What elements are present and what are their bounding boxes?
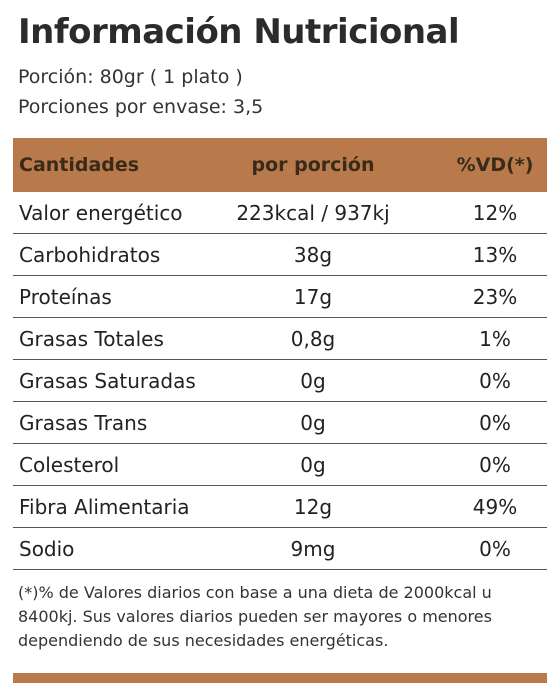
nutrient-vd: 1%	[479, 326, 511, 351]
nutrient-name: Colesterol	[19, 452, 120, 477]
header-vd: %VD(*)	[456, 154, 534, 176]
nutrient-name: Grasas Totales	[19, 326, 164, 351]
bottom-bar	[13, 673, 547, 683]
nutrient-vd: 49%	[472, 494, 518, 519]
nutrient-name: Carbohidratos	[19, 242, 161, 267]
nutrient-amount: 0g	[300, 368, 326, 393]
table-header-row: Cantidades por porción %VD(*)	[13, 138, 547, 192]
nutrient-name: Grasas Trans	[19, 410, 148, 435]
nutrient-vd: 23%	[472, 284, 518, 309]
table-row: Carbohidratos 38g 13%	[13, 234, 547, 276]
nutrient-vd: 0%	[479, 536, 511, 561]
nutrient-name: Proteínas	[19, 284, 112, 309]
serving-size: Porción: 80gr ( 1 plato )	[18, 66, 243, 88]
nutrient-vd: 12%	[472, 200, 518, 225]
footnote: (*)% de Valores diarios con base a una d…	[18, 583, 492, 650]
nutrient-amount: 0g	[300, 452, 326, 477]
nutrition-table: Cantidades por porción %VD(*) Valor ener…	[13, 138, 547, 570]
nutrient-name: Valor energético	[19, 200, 183, 225]
nutrient-vd: 0%	[479, 452, 511, 477]
nutrient-amount: 38g	[293, 242, 333, 267]
table-row: Grasas Totales 0,8g 1%	[13, 318, 547, 360]
table-row: Grasas Trans 0g 0%	[13, 402, 547, 444]
nutrient-amount: 17g	[293, 284, 333, 309]
nutrient-amount: 223kcal / 937kj	[236, 200, 390, 225]
nutrient-vd: 0%	[479, 410, 511, 435]
table-row: Fibra Alimentaria 12g 49%	[13, 486, 547, 528]
table-row: Colesterol 0g 0%	[13, 444, 547, 486]
header-cantidades: Cantidades	[19, 154, 140, 176]
nutrient-amount: 9mg	[290, 536, 336, 561]
nutrient-vd: 0%	[479, 368, 511, 393]
servings-per-container: Porciones por envase: 3,5	[18, 96, 264, 118]
nutrient-vd: 13%	[472, 242, 518, 267]
nutrient-amount: 0g	[300, 410, 326, 435]
table-row: Proteínas 17g 23%	[13, 276, 547, 318]
nutrient-amount: 12g	[293, 494, 333, 519]
nutrient-amount: 0,8g	[290, 326, 336, 351]
table-row: Valor energético 223kcal / 937kj 12%	[13, 192, 547, 234]
page-title: Información Nutricional	[18, 12, 460, 52]
table-row: Grasas Saturadas 0g 0%	[13, 360, 547, 402]
nutrient-name: Fibra Alimentaria	[19, 494, 190, 519]
nutrient-name: Grasas Saturadas	[19, 368, 196, 393]
nutrient-name: Sodio	[19, 536, 75, 561]
header-por-porcion: por porción	[251, 154, 375, 176]
table-header-background	[13, 138, 547, 192]
table-row: Sodio 9mg 0%	[13, 528, 547, 570]
